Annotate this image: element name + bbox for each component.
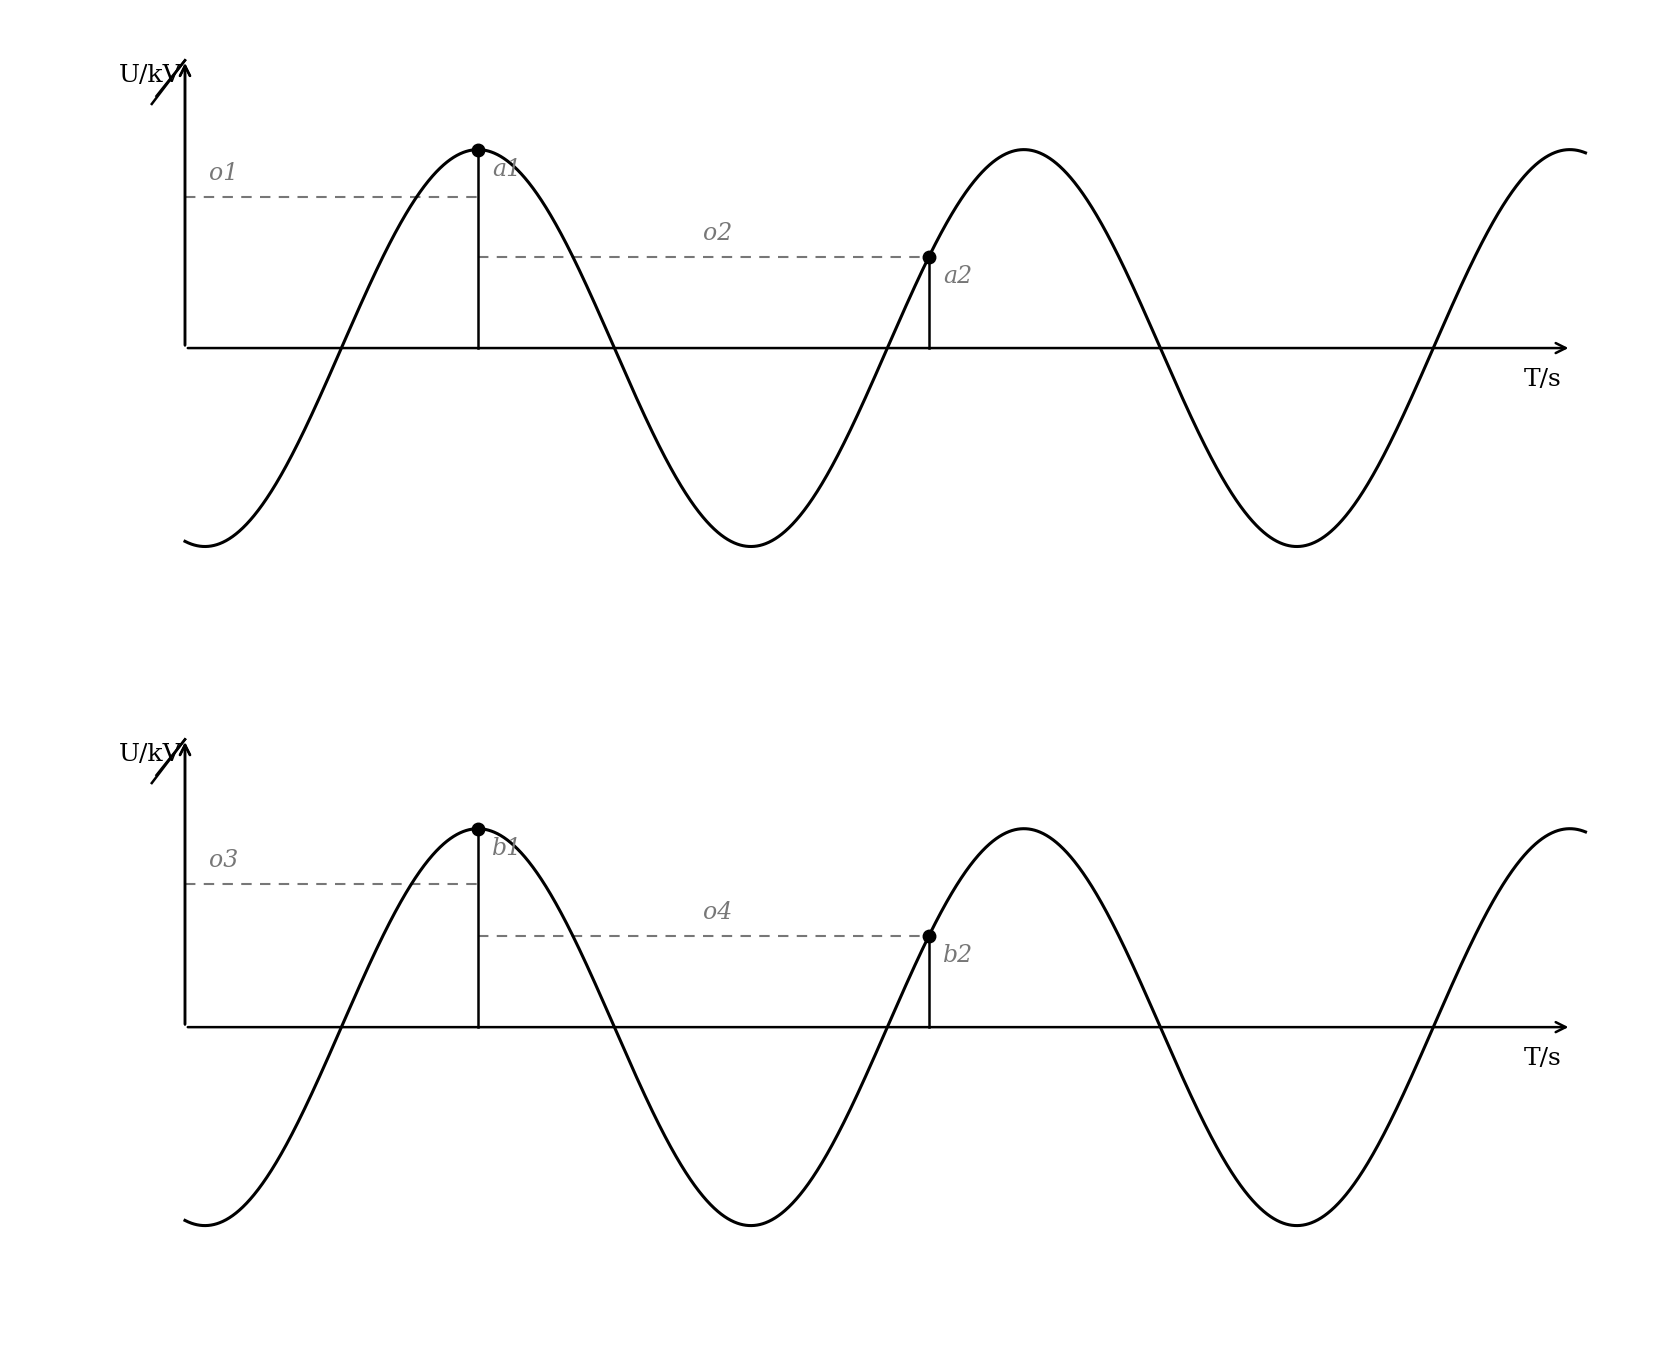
Text: T/s: T/s xyxy=(1525,368,1561,391)
Text: U/kV: U/kV xyxy=(118,65,181,88)
Text: U/kV: U/kV xyxy=(118,743,181,766)
Text: o2: o2 xyxy=(703,221,733,246)
Text: b1: b1 xyxy=(493,836,523,859)
Text: T/s: T/s xyxy=(1525,1047,1561,1070)
Text: b2: b2 xyxy=(942,944,974,967)
Text: o1: o1 xyxy=(209,162,237,185)
Text: a2: a2 xyxy=(942,264,972,287)
Text: o3: o3 xyxy=(209,850,237,873)
Text: o4: o4 xyxy=(703,901,733,924)
Text: a1: a1 xyxy=(493,158,521,181)
